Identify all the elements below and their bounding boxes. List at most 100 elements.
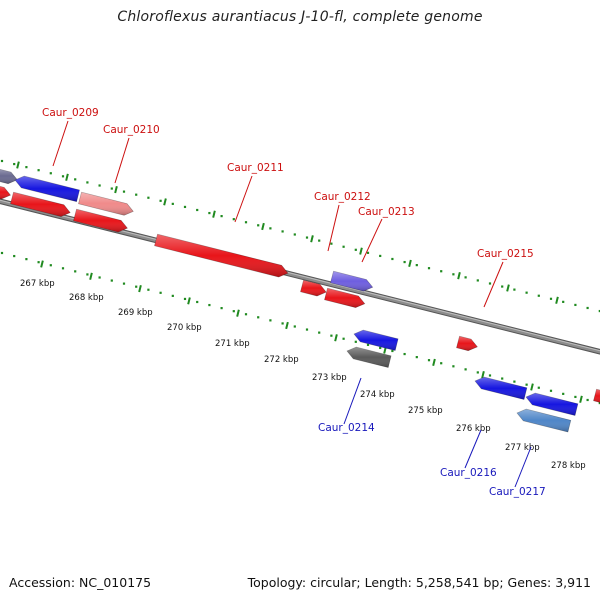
minor-tick [379,254,382,258]
gene-arrow-g-0216 [474,376,528,400]
gene-arrow-shade [354,330,399,351]
minor-tick [293,325,296,328]
gene-label-caur0213: Caur_0213 [358,206,415,218]
minor-tick [86,273,89,276]
gene-label-caur0211: Caur_0211 [227,162,284,174]
major-tick [359,247,363,255]
minor-tick [232,310,235,313]
gene-arrow-g-0209 [10,191,71,217]
minor-tick [208,211,211,215]
gene-arrow-shade [330,271,373,292]
minor-tick [501,377,504,380]
minor-tick [74,270,77,273]
minor-tick [427,359,431,362]
minor-tick [501,285,504,288]
minor-tick [0,159,4,163]
minor-tick [366,251,370,254]
gene-arrow-shade [0,169,18,184]
major-tick [432,358,436,367]
gene-label-caur0215: Caur_0215 [477,248,534,260]
minor-tick [549,297,553,300]
major-tick [310,235,314,243]
minor-tick [110,279,113,282]
gene-arrow-g-0212b [324,287,366,308]
gene-arrow-shade [0,186,11,199]
minor-tick [342,337,345,340]
major-tick [506,284,510,292]
minor-tick [330,242,333,245]
tick-label-269-kbp: 269 kbp [118,308,153,318]
gene-arrow-shade [456,336,478,351]
minor-tick [513,380,516,383]
minor-tick [305,236,309,239]
minor-tick [318,239,321,242]
minor-tick [488,282,492,285]
major-tick [408,259,412,268]
gene-arrow-shade [526,393,578,416]
minor-tick [549,389,553,392]
gene-arrow-g-0210r [73,208,128,233]
outer-tick-row [0,159,600,313]
major-tick [457,272,461,280]
minor-tick [269,319,272,322]
minor-tick [49,172,52,175]
minor-tick [281,230,284,233]
map-title: Chloroflexus aurantiacus J-10-fl, comple… [117,9,483,25]
gene-arrow-shade [324,288,365,308]
minor-tick [330,334,333,337]
minor-tick [391,257,394,261]
tick-label-273-kbp: 273 kbp [312,373,347,383]
gene-arrow-shade [78,192,134,216]
minor-tick [86,181,89,184]
genome-summary: Topology: circular; Length: 5,258,541 bp… [247,575,591,590]
minor-tick [537,386,540,389]
minor-tick [574,303,577,307]
minor-tick [37,261,40,264]
minor-tick [415,264,418,267]
major-tick [163,198,167,206]
minor-tick [122,190,126,193]
gene-arrow-shade [475,377,527,400]
minor-tick [25,258,28,261]
major-tick [212,210,216,218]
minor-tick [61,267,65,270]
leader-line-caur0217 [514,446,532,488]
minor-tick [159,291,162,294]
inner-tick-row [0,251,600,405]
minor-tick [135,285,138,288]
minor-tick [525,383,528,386]
major-tick [187,297,191,305]
gene-arrow-g-0217a [525,392,579,416]
minor-tick [366,343,370,346]
gene-arrow-g-0215 [456,335,478,352]
minor-tick [281,322,284,325]
gene-arrow-g-0210 [78,191,134,216]
gene-arrow-shade [73,209,128,232]
minor-tick [13,254,16,258]
gene-arrow-g-0209a [14,175,80,202]
leader-line-caur0209 [52,120,69,167]
major-tick [236,309,240,317]
major-tick [334,334,338,342]
minor-tick [318,331,321,334]
minor-tick [354,248,357,251]
major-tick [114,185,118,194]
minor-tick [257,316,260,319]
minor-tick [476,371,479,374]
major-tick [481,371,485,379]
tick-label-270-kbp: 270 kbp [167,323,202,333]
minor-tick [61,175,65,178]
tick-label-268-kbp: 268 kbp [69,293,104,303]
minor-tick [476,279,479,282]
major-tick [530,383,534,391]
minor-tick [427,267,431,270]
tick-label-272-kbp: 272 kbp [264,355,299,365]
minor-tick [525,291,528,294]
gene-label-caur0217: Caur_0217 [489,486,546,498]
gene-arrow-shade [15,176,80,202]
minor-tick [562,392,565,395]
gene-arrow-shade [347,347,392,368]
gene-arrow-shade [593,389,600,403]
minor-tick [598,309,600,313]
